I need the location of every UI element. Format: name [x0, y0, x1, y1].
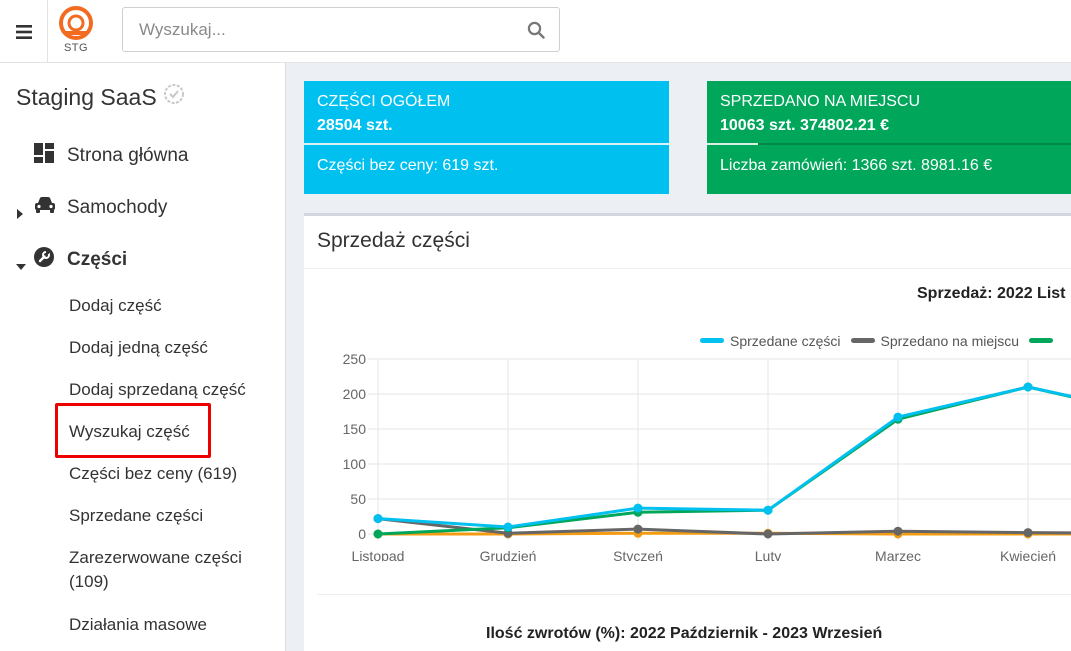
- sales-panel: Sprzedaż części Sprzedaż: 2022 List Sprz…: [304, 213, 1071, 651]
- data-point: [763, 529, 773, 539]
- sales-line-chart: 0 50 100 150 200 250 Listopad Grudzień Styczeń Lu…: [343, 351, 1071, 561]
- sidebar-subitem-search-part[interactable]: Wyszukaj część: [69, 422, 190, 441]
- caret-right-icon: [16, 203, 24, 225]
- data-point: [633, 503, 643, 513]
- legend-item[interactable]: [1029, 338, 1059, 343]
- progress-fill: [304, 143, 669, 145]
- x-tick-label: Grudzień: [480, 548, 537, 561]
- wrench-icon: [34, 247, 54, 273]
- search-box: [122, 7, 560, 52]
- top-bar: STG: [0, 0, 1071, 63]
- progress-fill: [707, 143, 758, 145]
- logo-icon: [59, 6, 93, 40]
- returns-chart-title: Ilość zwrotów (%): 2022 Październik - 20…: [486, 625, 883, 642]
- data-point: [893, 526, 903, 536]
- data-point: [1023, 382, 1033, 392]
- legend-swatch: [700, 338, 724, 343]
- x-tick-label: Marzec: [875, 548, 921, 561]
- data-point: [373, 514, 383, 524]
- x-tick-label: Listopad: [352, 548, 405, 561]
- sidebar-subitem-add-single-part[interactable]: Dodaj jedną część: [69, 338, 208, 357]
- menu-toggle-button[interactable]: [0, 0, 48, 63]
- legend-label: Sprzedane części: [730, 332, 841, 349]
- legend-swatch: [1029, 338, 1054, 343]
- y-tick-label: 200: [343, 386, 367, 402]
- y-tick-label: 250: [343, 351, 367, 367]
- chart-legend: Sprzedane części Sprzedano na miejscu: [700, 330, 1069, 349]
- card-title: SPRZEDANO NA MIEJSCU: [720, 93, 921, 110]
- sidebar-item-label: Części: [67, 249, 128, 270]
- hamburger-icon: [15, 24, 32, 39]
- x-tick-label: Kwiecień: [1000, 548, 1056, 561]
- panel-title: Sprzedaż części: [317, 229, 470, 252]
- caret-down-icon: [16, 255, 26, 277]
- search-input[interactable]: [123, 8, 503, 51]
- sidebar-item-dashboard[interactable]: Strona główna: [0, 139, 286, 173]
- logo[interactable]: STG: [56, 6, 100, 58]
- data-point: [373, 529, 383, 539]
- logo-text: STG: [63, 42, 89, 54]
- sidebar-subitem-reserved-parts[interactable]: Zarezerwowane części (109): [69, 548, 242, 591]
- legend-swatch: [850, 338, 875, 343]
- legend-item[interactable]: Sprzedane części: [700, 333, 841, 349]
- data-point: [633, 524, 643, 534]
- legend-item[interactable]: Sprzedano na miejscu: [850, 332, 1020, 349]
- sidebar: Staging SaaS Strona główna: [0, 63, 286, 651]
- divider: [304, 268, 1071, 269]
- car-icon: [34, 196, 56, 220]
- progress-track: [707, 143, 1071, 145]
- sidebar-subitem-bulk-actions[interactable]: Działania masowe: [69, 615, 207, 634]
- x-tick-label: Styczeń: [613, 548, 663, 561]
- sidebar-item-cars[interactable]: Samochody: [0, 191, 286, 225]
- data-point: [1023, 528, 1033, 538]
- data-point: [763, 505, 773, 515]
- card-footer: Liczba zamówień: 1366 szt. 8981.16 €: [720, 157, 993, 174]
- x-tick-label: Luty: [755, 548, 781, 561]
- sold-on-site-card[interactable]: SPRZEDANO NA MIEJSCU 10063 szt. 374802.2…: [707, 81, 1071, 194]
- y-tick-label: 50: [350, 491, 366, 507]
- sidebar-item-label: Samochody: [67, 197, 168, 218]
- series-line: [377, 385, 1071, 529]
- brand: Staging SaaS: [16, 83, 185, 111]
- data-point: [503, 522, 513, 532]
- search-icon[interactable]: [527, 21, 545, 44]
- sidebar-item-parts[interactable]: Części: [0, 243, 286, 277]
- sidebar-subitem-parts-without-price[interactable]: Części bez ceny (619): [69, 464, 238, 483]
- divider: [317, 594, 1071, 595]
- card-value: 10063 szt. 374802.21 €: [720, 117, 890, 134]
- sidebar-item-label: Strona główna: [67, 145, 189, 166]
- sidebar-subitem-sold-parts[interactable]: Sprzedane części: [69, 506, 204, 525]
- series-line: [377, 385, 1071, 536]
- verified-badge-icon: [163, 83, 185, 111]
- sidebar-subitem-add-sold-part[interactable]: Dodaj sprzedaną część: [69, 380, 246, 399]
- legend-label: Sprzedano na miejscu: [880, 332, 1020, 349]
- brand-name: Staging SaaS: [16, 83, 157, 110]
- dashboard-icon: [34, 143, 54, 169]
- card-value: 28504 szt.: [317, 117, 393, 134]
- y-tick-label: 150: [343, 421, 367, 437]
- total-parts-card[interactable]: CZĘŚCI OGÓŁEM 28504 szt. Części bez ceny…: [304, 81, 669, 194]
- y-tick-label: 100: [343, 456, 367, 472]
- chart-title: Sprzedaż: 2022 List: [917, 285, 1066, 302]
- card-footer: Części bez ceny: 619 szt.: [317, 157, 499, 174]
- highlight-box: [55, 403, 211, 458]
- y-tick-label: 0: [358, 526, 366, 542]
- sidebar-subitem-add-part[interactable]: Dodaj część: [69, 296, 162, 315]
- card-title: CZĘŚCI OGÓŁEM: [317, 93, 451, 110]
- data-point: [893, 412, 903, 422]
